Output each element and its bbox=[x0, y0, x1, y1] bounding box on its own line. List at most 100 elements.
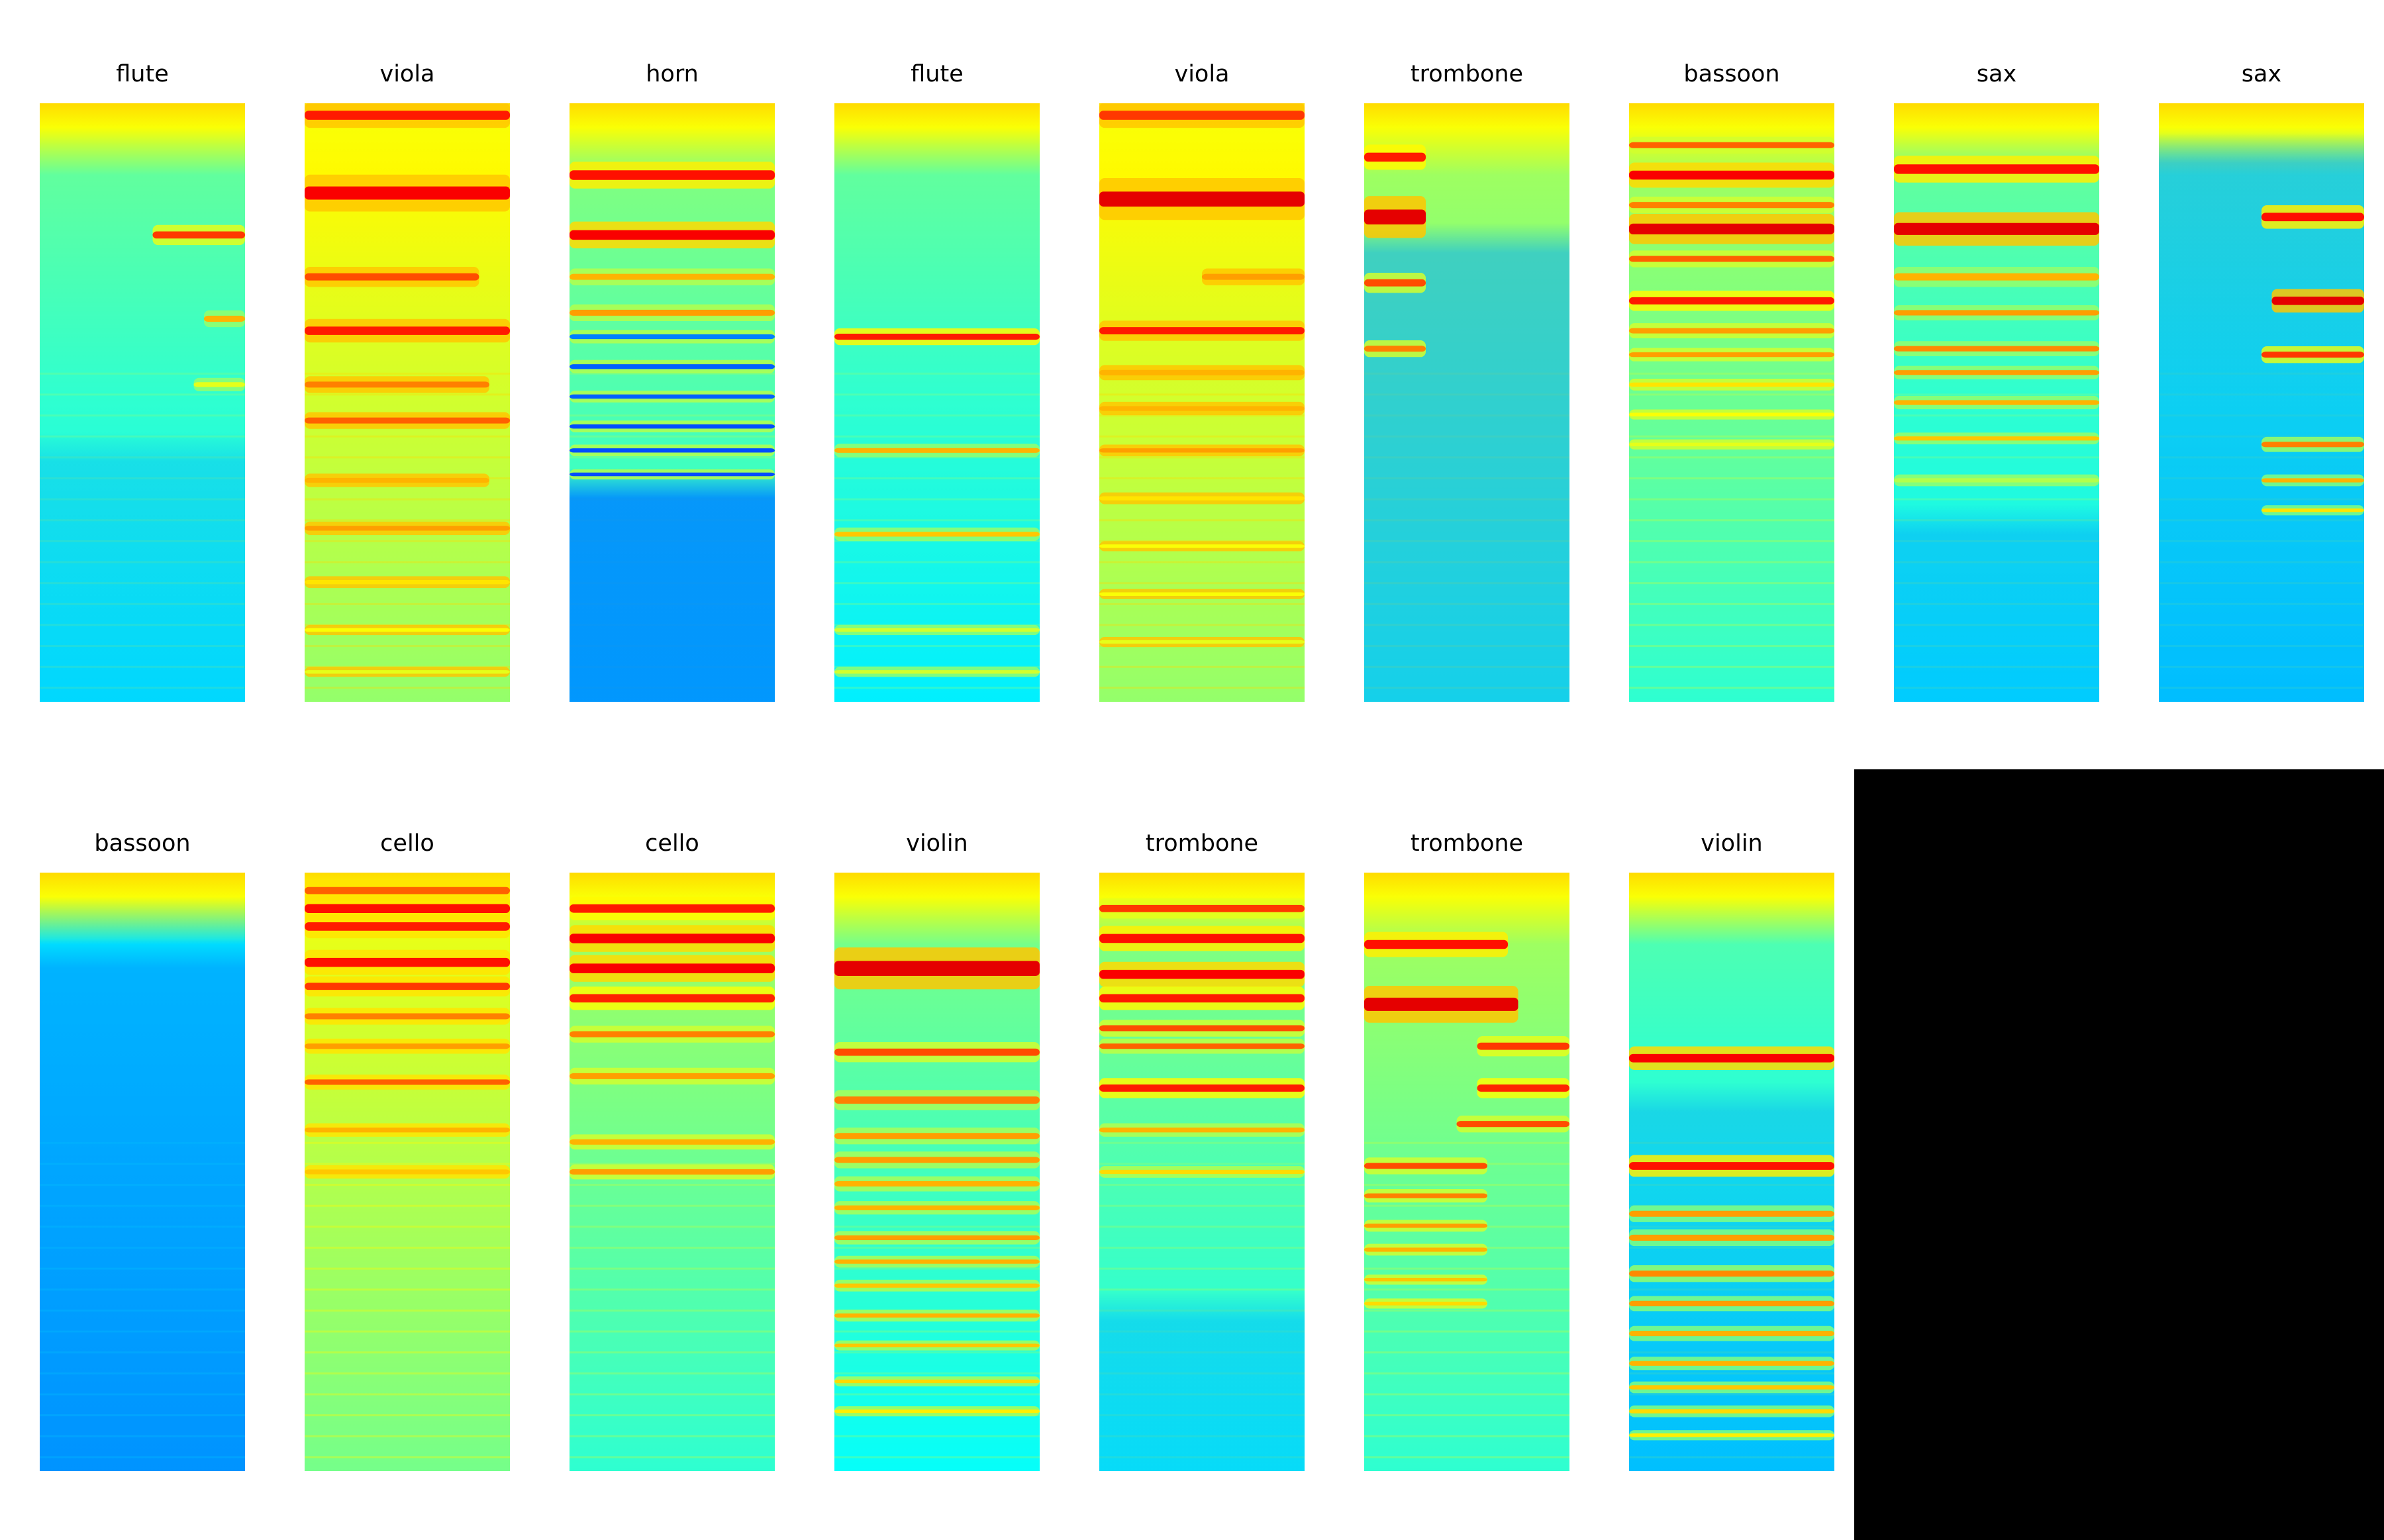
texture-line bbox=[305, 1456, 510, 1459]
harmonic-band bbox=[1629, 328, 1834, 334]
texture-line bbox=[1364, 1330, 1569, 1333]
texture-line bbox=[1629, 498, 1834, 501]
spectrogram-image bbox=[1629, 103, 1834, 702]
texture-line bbox=[1629, 456, 1834, 459]
panel-title: cello bbox=[645, 830, 699, 857]
texture-line bbox=[305, 1372, 510, 1374]
texture-line bbox=[1629, 645, 1834, 648]
harmonic-band bbox=[1364, 997, 1518, 1011]
texture-line bbox=[834, 1226, 1040, 1228]
panel-title: trombone bbox=[1410, 61, 1524, 87]
harmonic-band bbox=[1629, 382, 1834, 387]
texture-line bbox=[1364, 1141, 1569, 1144]
texture-line bbox=[1099, 624, 1305, 626]
spectrogram-background bbox=[1629, 103, 1834, 702]
texture-line bbox=[570, 1435, 775, 1437]
harmonic-band bbox=[1894, 164, 2099, 174]
panel-title: bassoon bbox=[1683, 61, 1780, 87]
harmonic-band bbox=[1364, 1247, 1487, 1252]
harmonic-band bbox=[305, 477, 489, 483]
spectrogram-image bbox=[570, 873, 775, 1471]
harmonic-band bbox=[1629, 297, 1834, 305]
harmonic-band bbox=[2261, 508, 2364, 512]
texture-line bbox=[834, 540, 1040, 542]
harmonic-band bbox=[570, 364, 775, 369]
texture-line bbox=[834, 1247, 1040, 1249]
harmonic-band bbox=[305, 1043, 510, 1049]
panel-title: trombone bbox=[1410, 830, 1524, 857]
texture-line bbox=[1629, 665, 1834, 668]
texture-line bbox=[1099, 477, 1305, 479]
texture-line bbox=[1629, 393, 1834, 396]
texture-line bbox=[305, 645, 510, 648]
panel-title: sax bbox=[1976, 61, 2017, 87]
harmonic-band bbox=[1894, 478, 2099, 483]
texture-line bbox=[570, 1330, 775, 1333]
texture-line bbox=[1364, 1414, 1569, 1417]
harmonic-band bbox=[834, 1181, 1040, 1187]
harmonic-band bbox=[305, 887, 510, 894]
texture-line bbox=[1629, 602, 1834, 605]
spectrogram-tint bbox=[1364, 103, 1569, 702]
harmonic-band bbox=[305, 526, 510, 531]
harmonic-band bbox=[834, 1259, 1040, 1264]
harmonic-band bbox=[570, 273, 775, 280]
harmonic-band bbox=[1099, 406, 1305, 411]
harmonic-band bbox=[1364, 209, 1426, 225]
harmonic-band bbox=[1629, 256, 1834, 262]
texture-line bbox=[305, 1309, 510, 1312]
texture-line bbox=[834, 519, 1040, 522]
spectrogram-image bbox=[40, 873, 245, 1471]
harmonic-band bbox=[2271, 296, 2364, 305]
texture-line bbox=[1629, 435, 1834, 438]
texture-line bbox=[834, 1351, 1040, 1354]
harmonic-band bbox=[2261, 352, 2364, 358]
harmonic-band bbox=[1364, 939, 1508, 949]
spectrogram-image bbox=[305, 873, 510, 1471]
harmonic-band bbox=[305, 957, 510, 967]
harmonic-band bbox=[1099, 1025, 1305, 1032]
harmonic-band bbox=[834, 1048, 1040, 1056]
harmonic-band bbox=[834, 1235, 1040, 1241]
texture-line bbox=[834, 414, 1040, 417]
texture-line bbox=[570, 1288, 775, 1291]
harmonic-band bbox=[570, 1139, 775, 1145]
spectrogram-image bbox=[1099, 103, 1305, 702]
texture-line bbox=[834, 477, 1040, 479]
spectrogram-background bbox=[834, 103, 1040, 702]
harmonic-band bbox=[305, 1169, 510, 1175]
texture-line bbox=[1364, 1267, 1569, 1270]
harmonic-band bbox=[305, 1128, 510, 1133]
harmonic-band bbox=[1456, 1121, 1569, 1128]
harmonic-band bbox=[1629, 1409, 1834, 1414]
texture-line bbox=[305, 393, 510, 396]
texture-line bbox=[1629, 540, 1834, 542]
harmonic-band bbox=[1099, 448, 1305, 453]
texture-line bbox=[1099, 687, 1305, 689]
texture-line bbox=[834, 498, 1040, 501]
texture-line bbox=[305, 1330, 510, 1333]
texture-line bbox=[570, 1351, 775, 1354]
texture-line bbox=[305, 435, 510, 438]
harmonic-band bbox=[1629, 1361, 1834, 1366]
texture-line bbox=[1099, 602, 1305, 605]
texture-line bbox=[1629, 687, 1834, 689]
texture-line bbox=[305, 1163, 510, 1165]
texture-line bbox=[1099, 519, 1305, 522]
harmonic-band bbox=[1099, 369, 1305, 375]
harmonic-band bbox=[1364, 1278, 1487, 1282]
harmonic-band bbox=[1894, 436, 2099, 441]
texture-line bbox=[834, 456, 1040, 459]
harmonic-band bbox=[1099, 327, 1305, 334]
harmonic-band bbox=[1629, 1331, 1834, 1337]
texture-line bbox=[305, 1184, 510, 1186]
harmonic-band bbox=[1894, 273, 2099, 281]
harmonic-band bbox=[1894, 370, 2099, 375]
harmonic-band bbox=[834, 1205, 1040, 1210]
texture-line bbox=[834, 687, 1040, 689]
harmonic-band bbox=[1629, 1271, 1834, 1277]
texture-line bbox=[1364, 1435, 1569, 1437]
harmonic-band bbox=[834, 961, 1040, 976]
empty-black-panel bbox=[1854, 769, 2384, 1540]
harmonic-band bbox=[834, 334, 1040, 340]
